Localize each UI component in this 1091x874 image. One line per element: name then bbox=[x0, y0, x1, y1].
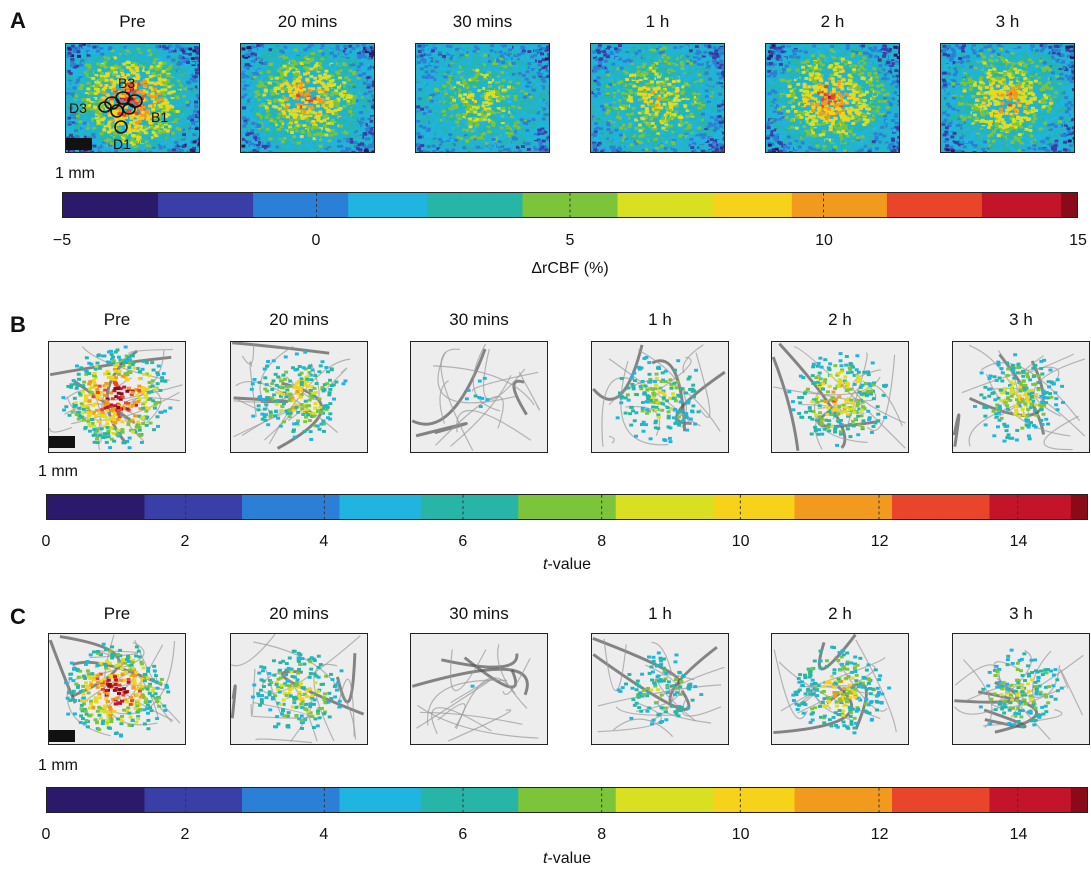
activation-map bbox=[765, 43, 900, 153]
activation-map bbox=[771, 633, 909, 745]
timepoint-title: 2 h bbox=[828, 604, 852, 623]
timepoint-title: Pre bbox=[119, 12, 146, 31]
timepoint-title: Pre bbox=[103, 310, 131, 329]
colorbar-tick-label: −5 bbox=[52, 232, 72, 249]
timepoint-title: 1 h bbox=[648, 310, 672, 329]
activation-map bbox=[415, 43, 550, 153]
timepoint-title: 3 h bbox=[995, 12, 1020, 31]
panel-label-c: C bbox=[10, 604, 26, 629]
colorbar-tick-label: 8 bbox=[597, 533, 607, 550]
colorbar-tick-label: 5 bbox=[565, 232, 575, 249]
activation-map bbox=[230, 633, 368, 745]
scale-bar bbox=[66, 138, 92, 150]
timepoint-title: 30 mins bbox=[452, 12, 513, 31]
activation-map bbox=[591, 341, 729, 453]
timepoint-title: 1 h bbox=[648, 604, 672, 623]
scale-bar bbox=[49, 436, 75, 448]
colorbar-tick-label: 12 bbox=[870, 533, 889, 550]
timepoint-title: Pre bbox=[103, 604, 131, 623]
colorbar-title-main: ΔrCBF (%) bbox=[531, 260, 609, 277]
colorbar-title-suffix: -value bbox=[547, 556, 592, 573]
scale-bar-label: 1 mm bbox=[38, 757, 78, 774]
timepoint-title: 3 h bbox=[1009, 310, 1033, 329]
colorbar-tick-label: 10 bbox=[815, 232, 833, 249]
colorbar-tick-label: 10 bbox=[731, 826, 750, 843]
colorbar-title-italic: t bbox=[542, 850, 548, 867]
panel-label-a: A bbox=[10, 8, 26, 33]
activation-map bbox=[48, 633, 186, 745]
colorbar bbox=[46, 494, 1088, 520]
timepoint-title: 30 mins bbox=[449, 604, 509, 623]
colorbar-tick-label: 12 bbox=[870, 826, 889, 843]
activation-map bbox=[591, 633, 729, 745]
roi-outlines bbox=[98, 91, 143, 134]
panel-label-b: B bbox=[10, 312, 26, 337]
colorbar-tick-label: 6 bbox=[458, 826, 468, 843]
activation-map bbox=[410, 341, 548, 453]
colorbar-tick-label: 14 bbox=[1009, 826, 1028, 843]
colorbar-title: ΔrCBF (%) bbox=[531, 260, 608, 278]
colorbar-tick-label: 2 bbox=[180, 826, 190, 843]
colorbar-tick-label: 4 bbox=[319, 533, 329, 550]
colorbar-tick-label: 4 bbox=[319, 826, 329, 843]
colorbar-tick-label: 0 bbox=[41, 826, 51, 843]
roi-label: B3 bbox=[118, 75, 136, 91]
timepoint-title: 20 mins bbox=[269, 604, 329, 623]
colorbar-tick-label: 14 bbox=[1009, 533, 1028, 550]
timepoint-title: 30 mins bbox=[449, 310, 509, 329]
timepoint-title: 2 h bbox=[820, 12, 845, 31]
colorbar bbox=[46, 787, 1088, 813]
colorbar-title: t-value bbox=[543, 850, 591, 868]
colorbar-tick-label: 15 bbox=[1069, 232, 1087, 249]
roi-label: D1 bbox=[113, 136, 131, 152]
timepoint-title: 20 mins bbox=[277, 12, 338, 31]
activation-map bbox=[240, 43, 375, 153]
colorbar-tick-label: 2 bbox=[180, 533, 190, 550]
colorbar-tick-label: 8 bbox=[597, 826, 607, 843]
activation-map bbox=[230, 341, 368, 453]
scale-bar-label: 1 mm bbox=[38, 463, 78, 480]
colorbar-title-suffix: -value bbox=[547, 850, 592, 867]
colorbar bbox=[62, 192, 1078, 218]
activation-map bbox=[410, 633, 548, 745]
colorbar-tick-label: 6 bbox=[458, 533, 468, 550]
colorbar-tick-label: 10 bbox=[731, 533, 750, 550]
timepoint-title: 2 h bbox=[828, 310, 852, 329]
activation-map bbox=[48, 341, 186, 453]
colorbar-tick-label: 0 bbox=[311, 232, 321, 249]
roi-label: D3 bbox=[69, 100, 87, 116]
colorbar-title-italic: t bbox=[542, 556, 548, 573]
roi-label: B1 bbox=[151, 109, 169, 125]
scale-bar-label: 1 mm bbox=[55, 165, 95, 182]
activation-map bbox=[940, 43, 1075, 153]
activation-map bbox=[771, 341, 909, 453]
activation-map bbox=[952, 633, 1090, 745]
colorbar-tick-label: 0 bbox=[41, 533, 51, 550]
colorbar-title: t-value bbox=[543, 556, 591, 574]
activation-map bbox=[65, 43, 200, 153]
timepoint-title: 3 h bbox=[1009, 604, 1033, 623]
activation-map bbox=[952, 341, 1090, 453]
scale-bar bbox=[49, 730, 75, 742]
activation-map bbox=[590, 43, 725, 153]
timepoint-title: 20 mins bbox=[269, 310, 329, 329]
timepoint-title: 1 h bbox=[645, 12, 670, 31]
